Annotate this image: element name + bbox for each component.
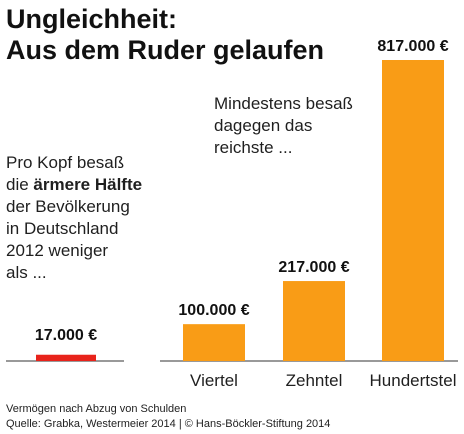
category-label-hundertstel: Hundertstel bbox=[370, 371, 457, 390]
left-annotation-line-1: Pro Kopf besaß bbox=[6, 153, 125, 172]
right-annotation: Mindestens besaß dagegen das reichste ..… bbox=[214, 93, 353, 159]
title-line-1: Ungleichheit: bbox=[6, 4, 178, 34]
value-label-zehntel: 217.000 € bbox=[278, 259, 349, 276]
value-label-viertel: 100.000 € bbox=[178, 302, 249, 319]
left-annotation-line-4: in Deutschland bbox=[6, 219, 119, 238]
left-annotation-line-3: der Bevölkerung bbox=[6, 197, 130, 216]
footer-source: Quelle: Grabka, Westermeier 2014 | © Han… bbox=[6, 418, 331, 430]
chart-title: Ungleichheit: Aus dem Ruder gelaufen bbox=[6, 4, 324, 66]
value-label-hundertstel: 817.000 € bbox=[377, 38, 448, 55]
baseline-bar bbox=[36, 354, 96, 361]
right-annotation-line-1: Mindestens besaß bbox=[214, 94, 353, 113]
bar-zehntel bbox=[283, 281, 345, 361]
bars-group: 100.000 € Viertel 217.000 € Zehntel 817.000 … bbox=[178, 38, 456, 390]
left-annotation-line-5: 2012 weniger bbox=[6, 241, 109, 260]
left-annotation: Pro Kopf besaß die ärmere Hälfte der Bev… bbox=[6, 152, 142, 284]
left-annotation-line-6: als ... bbox=[6, 263, 47, 282]
category-label-viertel: Viertel bbox=[190, 371, 238, 390]
right-annotation-line-3: reichste ... bbox=[214, 138, 293, 157]
left-annotation-line-2: die ärmere Hälfte bbox=[6, 174, 142, 196]
right-annotation-line-2: dagegen das bbox=[214, 116, 313, 135]
left-annotation-emphasis: ärmere Hälfte bbox=[33, 175, 143, 194]
bar-viertel bbox=[183, 324, 245, 361]
left-annotation-line-2-plain: die bbox=[6, 175, 34, 194]
title-line-2: Aus dem Ruder gelaufen bbox=[6, 35, 325, 65]
baseline-value-label: 17.000 € bbox=[35, 327, 97, 344]
bar-hundertstel bbox=[382, 60, 444, 361]
footer-note: Vermögen nach Abzug von Schulden bbox=[6, 403, 187, 415]
category-label-zehntel: Zehntel bbox=[286, 371, 343, 390]
